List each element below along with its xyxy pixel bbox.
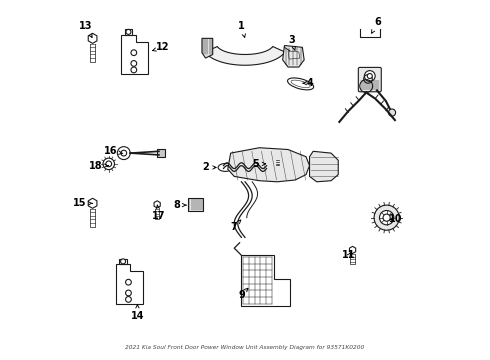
Text: 13: 13 — [79, 21, 92, 37]
Text: 6: 6 — [371, 17, 381, 33]
Text: 17: 17 — [152, 205, 166, 221]
Polygon shape — [202, 39, 213, 58]
Polygon shape — [242, 255, 290, 306]
Polygon shape — [125, 30, 132, 35]
Polygon shape — [262, 158, 276, 167]
Circle shape — [131, 50, 137, 55]
Circle shape — [131, 60, 137, 66]
Polygon shape — [349, 246, 356, 253]
Polygon shape — [157, 149, 165, 157]
Circle shape — [365, 71, 375, 81]
Ellipse shape — [218, 163, 232, 171]
Polygon shape — [154, 201, 160, 208]
Text: 2021 Kia Soul Front Door Power Window Unit Assembly Diagram for 93571K0200: 2021 Kia Soul Front Door Power Window Un… — [125, 345, 365, 350]
Circle shape — [125, 297, 131, 302]
Polygon shape — [205, 46, 285, 65]
Text: 11: 11 — [342, 250, 356, 260]
Circle shape — [125, 290, 131, 296]
Circle shape — [368, 73, 372, 78]
Circle shape — [389, 109, 395, 116]
Circle shape — [383, 214, 390, 221]
Circle shape — [103, 158, 115, 170]
Circle shape — [131, 67, 137, 73]
Text: 2: 2 — [202, 162, 216, 172]
Text: 12: 12 — [152, 42, 169, 52]
Polygon shape — [116, 264, 143, 304]
Polygon shape — [120, 259, 126, 264]
Text: 10: 10 — [389, 215, 402, 224]
Text: 9: 9 — [238, 288, 248, 300]
Text: 7: 7 — [231, 220, 241, 231]
Text: 16: 16 — [104, 146, 123, 156]
Text: 3: 3 — [288, 35, 295, 51]
Circle shape — [125, 279, 131, 285]
Text: 15: 15 — [74, 198, 92, 208]
Circle shape — [374, 205, 399, 230]
Polygon shape — [88, 33, 97, 43]
Circle shape — [126, 30, 131, 35]
Text: 14: 14 — [131, 305, 144, 321]
Polygon shape — [283, 45, 304, 67]
Polygon shape — [122, 35, 148, 74]
Text: 5: 5 — [252, 159, 266, 169]
Polygon shape — [228, 148, 310, 182]
Circle shape — [284, 48, 293, 57]
Polygon shape — [88, 198, 97, 208]
FancyBboxPatch shape — [358, 67, 381, 92]
Polygon shape — [188, 198, 203, 211]
Ellipse shape — [288, 78, 314, 90]
Text: 4: 4 — [303, 78, 313, 88]
Text: 8: 8 — [173, 200, 186, 210]
Circle shape — [117, 147, 130, 159]
Circle shape — [121, 150, 126, 156]
Text: 18: 18 — [89, 161, 109, 171]
Polygon shape — [310, 151, 338, 182]
Circle shape — [379, 211, 394, 225]
Text: 1: 1 — [238, 21, 245, 37]
Circle shape — [106, 161, 112, 167]
Circle shape — [121, 259, 125, 264]
